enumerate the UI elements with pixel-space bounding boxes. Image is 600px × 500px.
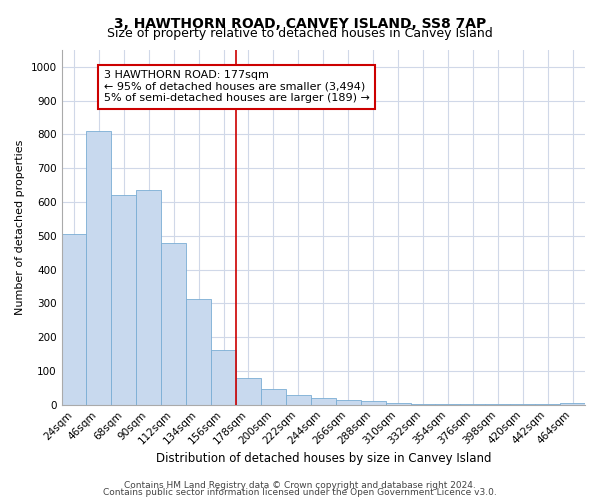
Bar — [560, 403, 585, 404]
Bar — [136, 190, 161, 404]
Y-axis label: Number of detached properties: Number of detached properties — [15, 140, 25, 315]
Bar — [211, 350, 236, 405]
Text: 3, HAWTHORN ROAD, CANVEY ISLAND, SS8 7AP: 3, HAWTHORN ROAD, CANVEY ISLAND, SS8 7AP — [114, 18, 486, 32]
Text: Contains public sector information licensed under the Open Government Licence v3: Contains public sector information licen… — [103, 488, 497, 497]
Text: Size of property relative to detached houses in Canvey Island: Size of property relative to detached ho… — [107, 28, 493, 40]
Bar — [336, 400, 361, 404]
Bar — [386, 403, 410, 404]
Bar — [236, 378, 261, 404]
Bar — [86, 131, 112, 404]
Bar — [161, 242, 186, 404]
Bar — [286, 394, 311, 404]
Bar — [261, 388, 286, 404]
Bar — [186, 299, 211, 405]
Text: Contains HM Land Registry data © Crown copyright and database right 2024.: Contains HM Land Registry data © Crown c… — [124, 480, 476, 490]
X-axis label: Distribution of detached houses by size in Canvey Island: Distribution of detached houses by size … — [155, 452, 491, 465]
Bar — [361, 402, 386, 404]
Bar — [311, 398, 336, 404]
Text: 3 HAWTHORN ROAD: 177sqm
← 95% of detached houses are smaller (3,494)
5% of semi-: 3 HAWTHORN ROAD: 177sqm ← 95% of detache… — [104, 70, 370, 104]
Bar — [62, 234, 86, 404]
Bar — [112, 196, 136, 404]
